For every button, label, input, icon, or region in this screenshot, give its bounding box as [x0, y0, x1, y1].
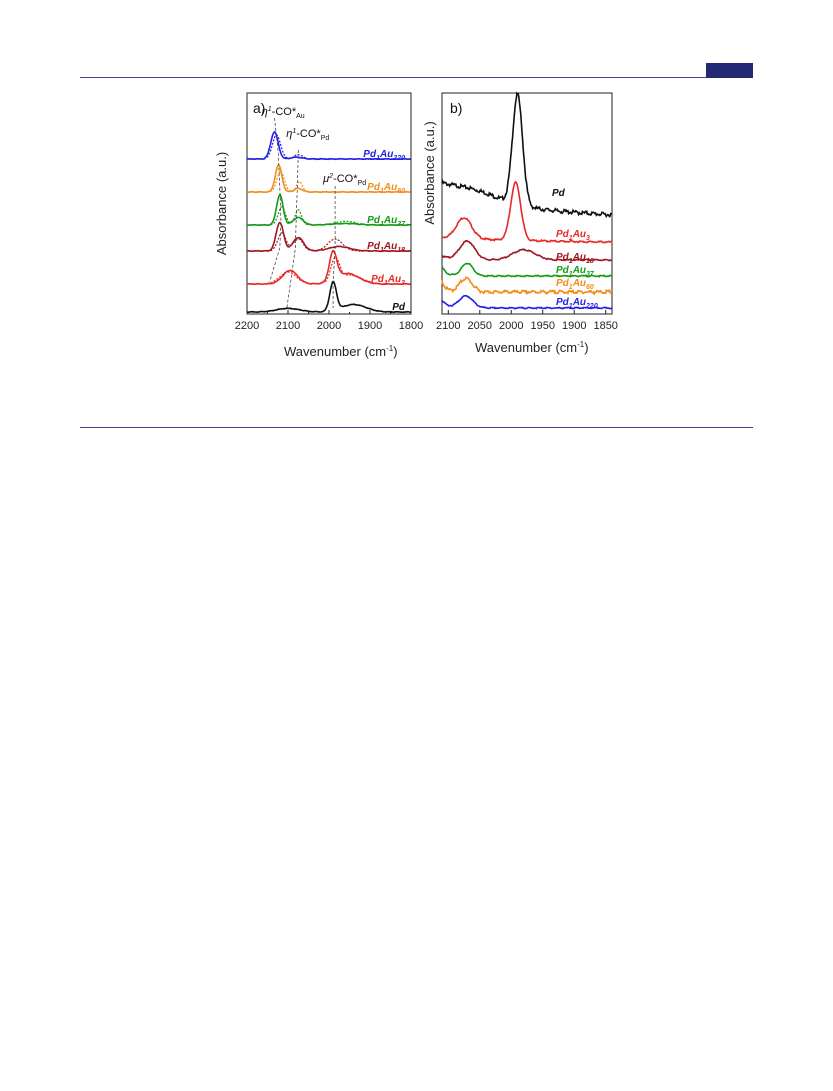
panel-a-xtick-label: 2000	[317, 320, 341, 332]
panel-b-line-Pd1Au18	[441, 239, 613, 262]
panel-a-dotted-Pd1Au18	[246, 231, 411, 252]
panel-a-guide	[332, 186, 336, 308]
panel-a-legend-Pd1Au60: Pd1Au60	[367, 182, 405, 195]
panel-a-annotation: η1-CO*Au	[262, 106, 305, 120]
panel-a-legend-Pd1Au3: Pd1Au3	[371, 274, 405, 287]
panel-b-xtick-label: 1850	[593, 320, 617, 332]
panel-b-legend-Pd1Au220: Pd1Au220	[556, 297, 598, 310]
panel-a-annotation: μ2-CO*Pd	[322, 173, 366, 187]
panel-a-line-Pd1Au37	[246, 194, 411, 227]
header-badge	[706, 63, 753, 78]
panel-a-line-Pd	[247, 280, 411, 314]
panel-b-line-Pd1Au220	[441, 295, 613, 310]
panel-a-annotation: η1-CO*Pd	[286, 128, 329, 142]
panel-b-legend-Pd1Au18: Pd1Au18	[556, 252, 594, 265]
panel-b-line-Pd1Au3	[441, 180, 613, 244]
panel-a-ylabel: Absorbance (a.u.)	[214, 152, 229, 255]
panel-a-legend-Pd1Au37: Pd1Au37	[367, 215, 406, 228]
panel-b-line-Pd1Au37	[441, 262, 613, 278]
panel-a-legend-Pd1Au220: Pd1Au220	[363, 149, 405, 162]
panel-a-legend-Pd: Pd	[392, 302, 406, 313]
panel-b-xtick-label: 1900	[562, 320, 586, 332]
panel-b-xtick-label: 2050	[468, 320, 492, 332]
panel-b-legend-Pd1Au3: Pd1Au3	[556, 229, 590, 242]
panel-b-line-Pd1Au60	[441, 276, 612, 296]
panel-a-xtick-label: 2200	[235, 320, 259, 332]
panel-b-xtick-label: 2100	[436, 320, 460, 332]
panel-a-guide	[269, 117, 282, 283]
panel-b-line-Pd	[441, 91, 613, 219]
panel-a-legend-Pd1Au18: Pd1Au18	[367, 241, 405, 254]
panel-b-legend-Pd1Au37: Pd1Au37	[556, 265, 595, 278]
panel-a-xtick-label: 1900	[358, 320, 382, 332]
panel-a-xtick-label: 2100	[276, 320, 300, 332]
panel-a-xlabel: Wavenumber (cm-1)	[284, 344, 398, 359]
panel-b-legend-Pd1Au60: Pd1Au60	[556, 278, 594, 291]
panel-b-label: b)	[450, 100, 462, 116]
panel-b-xlabel: Wavenumber (cm-1)	[475, 340, 589, 355]
panel-b-ylabel: Absorbance (a.u.)	[422, 121, 437, 224]
panel-b-xtick-label: 2000	[499, 320, 523, 332]
panel-a-dotted-Pd1Au37	[246, 206, 411, 226]
panel-a-label: a)	[253, 100, 265, 116]
header-rule	[80, 77, 753, 78]
footer-rule	[80, 427, 753, 428]
panel-a-dotted-Pd1Au60	[246, 170, 411, 193]
panel-b-frame	[441, 92, 613, 315]
panel-a-series: Pd1Au220 Pd1Au60 Pd1Au37 Pd1Au18 Pd1Au3 Pd	[246, 130, 411, 314]
panel-b-legend-Pd: Pd	[552, 188, 566, 199]
panel-a-xtick-label: 1800	[399, 320, 423, 332]
panel-a-dotted-Pd1Au3	[246, 256, 411, 285]
panel-a-dotted-Pd1Au220	[246, 134, 411, 160]
panel-a-guide	[286, 149, 299, 309]
panel-b-xtick-label: 1950	[530, 320, 554, 332]
